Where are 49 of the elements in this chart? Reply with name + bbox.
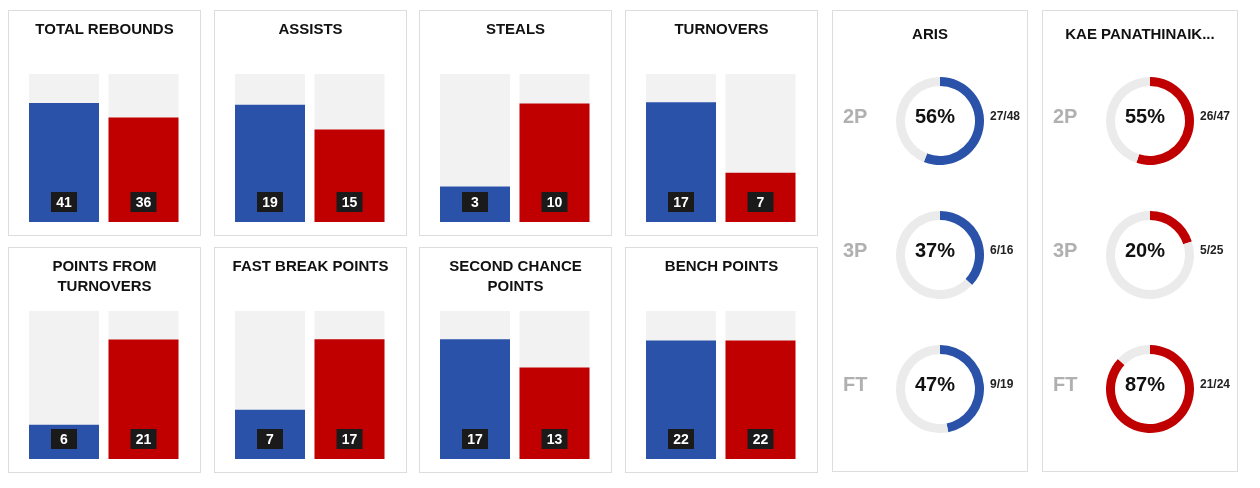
data-label: 22 xyxy=(752,431,769,447)
text: 47% xyxy=(914,372,956,396)
text: 87% xyxy=(1124,372,1166,396)
data-label: 3 xyxy=(471,194,480,210)
chart-title: STEALS xyxy=(484,19,547,39)
chart-title: TURNOVERS xyxy=(673,19,770,39)
text: 2P xyxy=(1053,104,1078,128)
text: 37% xyxy=(914,238,956,262)
text: 5/25 xyxy=(1200,243,1224,257)
data-label: 17 xyxy=(467,431,483,447)
donut-slice xyxy=(1150,211,1192,245)
data-label: 6 xyxy=(60,431,69,447)
data-label: 10 xyxy=(546,194,563,210)
text: 9/19 xyxy=(990,377,1014,391)
data-label: 7 xyxy=(266,431,275,447)
donut-slice xyxy=(1117,345,1150,366)
chart-title: FAST BREAK POINTS xyxy=(231,256,390,276)
data-label: 21 xyxy=(135,431,152,447)
chart-title: ASSISTS xyxy=(277,19,344,39)
chart-title: POINTS FROM TURNOVERS xyxy=(51,256,158,296)
text: 55% xyxy=(1124,104,1166,128)
text: 2P xyxy=(843,104,868,128)
text: 56% xyxy=(914,104,956,128)
text: FT xyxy=(1053,372,1078,396)
chart-title: TOTAL REBOUNDS xyxy=(34,19,175,39)
text: 6/16 xyxy=(990,243,1014,257)
chart-title: BENCH POINTS xyxy=(663,256,780,276)
data-label: 22 xyxy=(673,431,689,447)
donut-slice xyxy=(1106,345,1194,433)
chart-title: SECOND CHANCE POINTS xyxy=(448,256,583,296)
text: KAE PANATHINAIK... xyxy=(1064,24,1216,44)
data-label: 19 xyxy=(262,194,278,210)
text: 21/24 xyxy=(1200,377,1231,391)
text: 20% xyxy=(1124,238,1166,262)
data-label: 41 xyxy=(56,194,72,210)
text: FT xyxy=(843,372,868,396)
donut-slice xyxy=(896,211,973,299)
text: ARIS xyxy=(911,24,949,44)
text: 3P xyxy=(1053,238,1078,262)
data-label: 7 xyxy=(756,194,765,210)
data-label: 13 xyxy=(546,431,563,447)
text: 26/47 xyxy=(1200,109,1231,123)
data-label: 17 xyxy=(673,194,689,210)
text: 3P xyxy=(843,238,868,262)
data-label: 17 xyxy=(341,431,358,447)
text: 27/48 xyxy=(990,109,1021,123)
donut-slice xyxy=(1106,211,1194,299)
data-label: 15 xyxy=(341,194,358,210)
data-label: 36 xyxy=(135,194,152,210)
